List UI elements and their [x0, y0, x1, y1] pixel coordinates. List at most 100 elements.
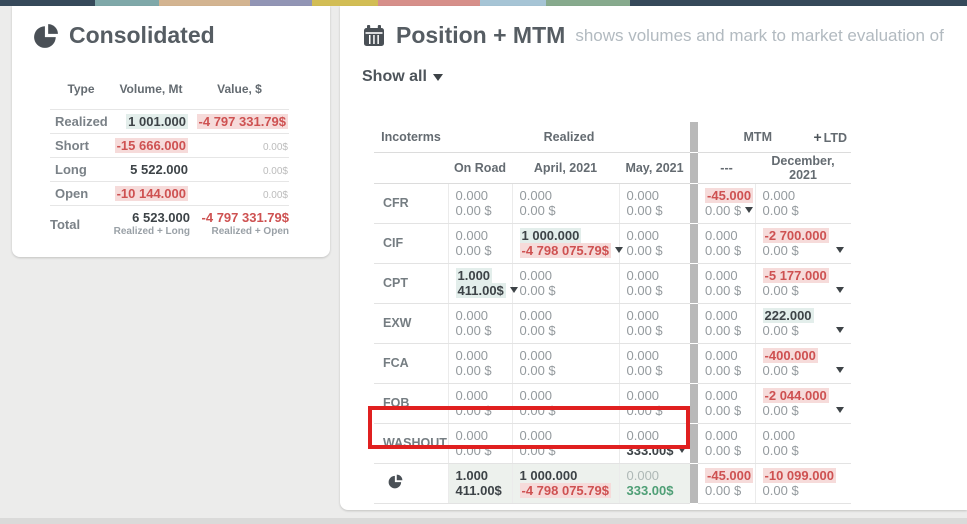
consolidated-header-row: Type Volume, Mt Value, $	[50, 82, 289, 110]
group-header-row: Incoterms Realized MTM + LTD	[374, 122, 852, 153]
incoterm-label: CIF	[374, 223, 448, 264]
page-title: Consolidated	[69, 22, 215, 48]
position-cell: 0.000 0.00 $	[698, 263, 756, 304]
section-scrollbar[interactable]	[690, 303, 699, 344]
group-header-mtm: MTM + LTD	[698, 122, 852, 153]
position-cell: 0.000 0.00 $	[511, 423, 619, 464]
incoterm-label: CFR	[374, 183, 448, 224]
position-cell[interactable]: -400.000 0.00 $	[754, 343, 852, 384]
dropdown-arrow-icon[interactable]	[836, 246, 845, 253]
position-cell: 0.000 0.00 $	[511, 263, 619, 304]
add-ltd-button[interactable]: + LTD	[813, 129, 847, 145]
consolidated-header: Consolidated	[12, 6, 330, 49]
section-scrollbar[interactable]	[690, 423, 699, 464]
dropdown-arrow-icon[interactable]	[677, 447, 686, 453]
col-header-incoterms: Incoterms	[374, 122, 448, 153]
position-cell: 0.000 0.00 $	[447, 303, 512, 344]
position-row: CIF 0.000 0.00 $1 000.000 -4 798 075.79$ 0.0…	[374, 223, 852, 264]
topbar-segment	[546, 0, 630, 6]
position-row: FOB 0.000 0.00 $0.000 0.00 $0.000 0.00 $0.00…	[374, 383, 852, 424]
total-volume-cell: 6 523.000 Realized + Long	[112, 205, 190, 243]
value-cell: 0.00$	[190, 181, 289, 206]
type-label: Open	[50, 181, 112, 206]
show-all-label: Show all	[362, 68, 427, 85]
col-header-onroad: On Road	[448, 152, 512, 184]
position-cell: 1 000.000 -4 798 075.79$	[511, 463, 619, 504]
position-cell: 0.000 0.00 $	[754, 423, 852, 464]
position-cell[interactable]: -5 177.000 0.00 $	[754, 263, 852, 304]
volume-cell: 1 001.000	[112, 109, 190, 134]
volume-cell: -10 144.000	[112, 181, 190, 206]
consolidated-row: Long 5 522.000 0.00$	[50, 157, 289, 182]
group-header-realized: Realized	[448, 122, 691, 153]
position-cell: 0.000 0.00 $	[698, 423, 756, 464]
section-scrollbar[interactable]	[690, 463, 699, 504]
calendar-icon	[364, 24, 384, 46]
position-cell: -45.000 0.00 $	[698, 463, 756, 504]
section-scrollbar[interactable]	[690, 152, 699, 184]
dropdown-arrow-icon[interactable]	[836, 326, 845, 333]
total-volume: 6 523.000	[132, 210, 190, 225]
position-cell[interactable]: 222.000 0.00 $	[754, 303, 852, 344]
section-scrollbar[interactable]	[690, 223, 699, 264]
position-mtm-card: Position + MTM shows volumes and mark to…	[340, 6, 967, 510]
topbar-segment	[630, 0, 967, 6]
position-cell: 0.000 0.00 $	[754, 183, 852, 224]
type-label: Total	[50, 205, 112, 243]
col-header-april: April, 2021	[512, 152, 619, 184]
position-cell: 0.000 0.00 $	[698, 223, 756, 264]
position-cell: 0.000 333.00$	[618, 463, 691, 504]
page-title: Position + MTM	[396, 22, 566, 48]
position-row: FCA 0.000 0.00 $0.000 0.00 $0.000 0.00 $0.00…	[374, 343, 852, 384]
value-cell: 0.00$	[190, 157, 289, 182]
plus-icon: +	[813, 128, 822, 145]
position-cell: 0.000 0.00 $	[618, 223, 691, 264]
consolidated-table: Type Volume, Mt Value, $ Realized 1 001.0…	[50, 82, 289, 243]
section-scrollbar[interactable]	[690, 122, 699, 153]
topbar-segment	[250, 0, 312, 6]
total-value: -4 797 331.79$	[201, 210, 289, 225]
section-scrollbar[interactable]	[690, 343, 699, 384]
chevron-down-icon	[432, 74, 443, 81]
position-cell: 0.000 0.00 $	[511, 303, 619, 344]
position-cell[interactable]: -2 044.000 0.00 $	[754, 383, 852, 424]
dropdown-arrow-icon[interactable]	[836, 366, 845, 373]
topbar	[0, 0, 967, 6]
col-header-type: Type	[67, 82, 95, 96]
position-cell[interactable]: -2 700.000 0.00 $	[754, 223, 852, 264]
position-row: EXW 0.000 0.00 $0.000 0.00 $0.000 0.00 $0.00…	[374, 303, 852, 344]
col-header-december: December, 2021	[755, 152, 852, 184]
position-cell[interactable]: 1.000 411.00$	[447, 263, 518, 304]
position-row: CPT 1.000 411.00$ 0.000 0.00 $0.000 0.00 $0.0…	[374, 263, 852, 304]
position-cell[interactable]: -45.000 0.00 $	[698, 183, 756, 224]
position-cell: 0.000 0.00 $	[618, 383, 691, 424]
dropdown-arrow-icon[interactable]	[836, 406, 845, 413]
consolidated-card: Consolidated Type Volume, Mt Value, $ Re…	[12, 6, 330, 257]
pie-chart-icon	[388, 474, 403, 489]
position-cell: 0.000 0.00 $	[511, 343, 619, 384]
position-cell: 1.000 411.00$	[447, 463, 512, 504]
position-cell: 0.000 0.00 $	[447, 343, 512, 384]
position-cell: -10 099.000 0.00 $	[754, 463, 852, 504]
show-all-dropdown[interactable]: Show all	[362, 68, 443, 86]
value-cell: -4 797 331.79$	[190, 109, 289, 134]
incoterm-label: FCA	[374, 343, 448, 384]
value-cell: 0.00$	[190, 133, 289, 158]
section-scrollbar[interactable]	[690, 183, 699, 224]
position-cell: 0.000 0.00 $	[511, 383, 619, 424]
section-scrollbar[interactable]	[690, 263, 699, 304]
position-cell: 0.000 0.00 $	[698, 303, 756, 344]
column-header-row: On Road April, 2021 May, 2021 --- Decemb…	[374, 152, 852, 184]
position-cell: 0.000 0.00 $	[511, 183, 619, 224]
col-header-dashes: ---	[698, 152, 756, 184]
dropdown-arrow-icon[interactable]	[745, 207, 754, 213]
dropdown-arrow-icon[interactable]	[836, 286, 845, 293]
position-cell: 0.000 0.00 $	[618, 263, 691, 304]
consolidated-row: Short -15 666.000 0.00$	[50, 133, 289, 158]
incoterm-label: EXW	[374, 303, 448, 344]
bottom-strip	[0, 518, 967, 524]
position-cell[interactable]: 1 000.000 -4 798 075.79$	[511, 223, 623, 264]
section-scrollbar[interactable]	[690, 383, 699, 424]
topbar-segment	[0, 0, 95, 6]
totals-label-cell	[374, 463, 448, 504]
